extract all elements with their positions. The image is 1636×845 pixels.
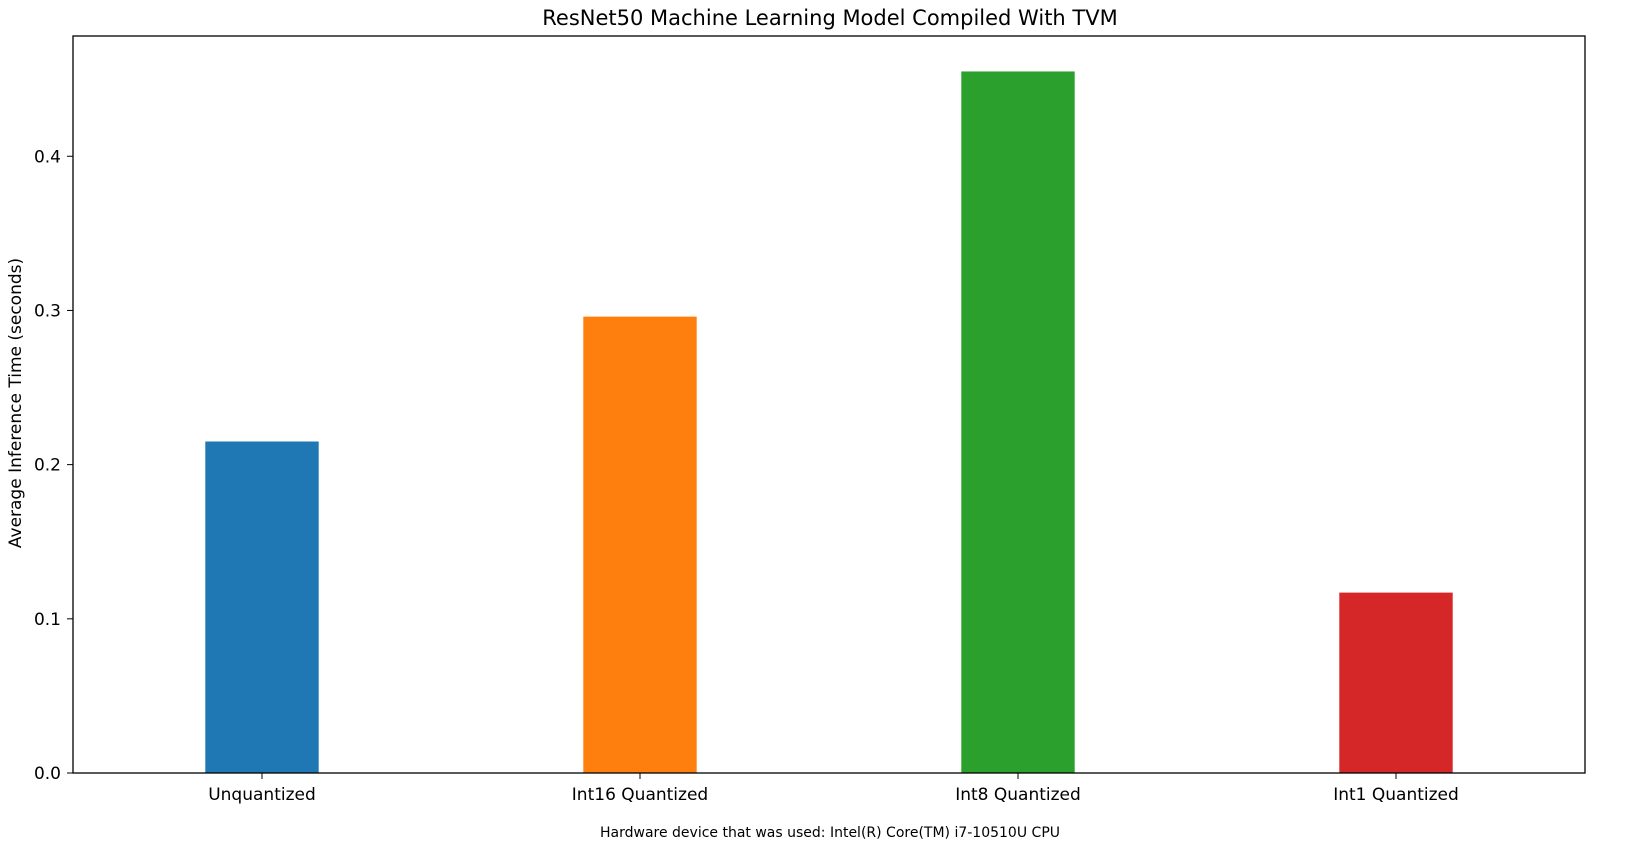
y-ticks-group: 0.0 0.1 0.2 0.3 0.4 bbox=[34, 147, 73, 784]
x-ticks-group: Unquantized Int16 Quantized Int8 Quantized… bbox=[208, 773, 1459, 805]
hardware-footnote: Hardware device that was used: Intel(R) … bbox=[600, 825, 1060, 841]
y-tick-label: 0.1 bbox=[34, 610, 61, 630]
bars-group bbox=[205, 71, 1453, 773]
y-tick-label: 0.3 bbox=[34, 301, 61, 321]
bar-int16-quantized bbox=[583, 316, 697, 773]
x-tick-label: Unquantized bbox=[208, 785, 316, 805]
bar-int1-quantized bbox=[1339, 592, 1453, 773]
y-axis-label: Average Inference Time (seconds) bbox=[6, 258, 26, 548]
plot-frame bbox=[72, 35, 1586, 774]
bar-int8-quantized bbox=[961, 71, 1075, 773]
y-tick-label: 0.2 bbox=[34, 456, 61, 476]
y-tick-label: 0.0 bbox=[34, 764, 61, 784]
x-tick-label: Int16 Quantized bbox=[572, 785, 708, 805]
bar-unquantized bbox=[205, 441, 319, 773]
chart-title: ResNet50 Machine Learning Model Compiled… bbox=[542, 6, 1117, 30]
y-tick-label: 0.4 bbox=[34, 147, 61, 167]
x-tick-label: Int8 Quantized bbox=[955, 785, 1081, 805]
x-tick-label: Int1 Quantized bbox=[1333, 785, 1459, 805]
